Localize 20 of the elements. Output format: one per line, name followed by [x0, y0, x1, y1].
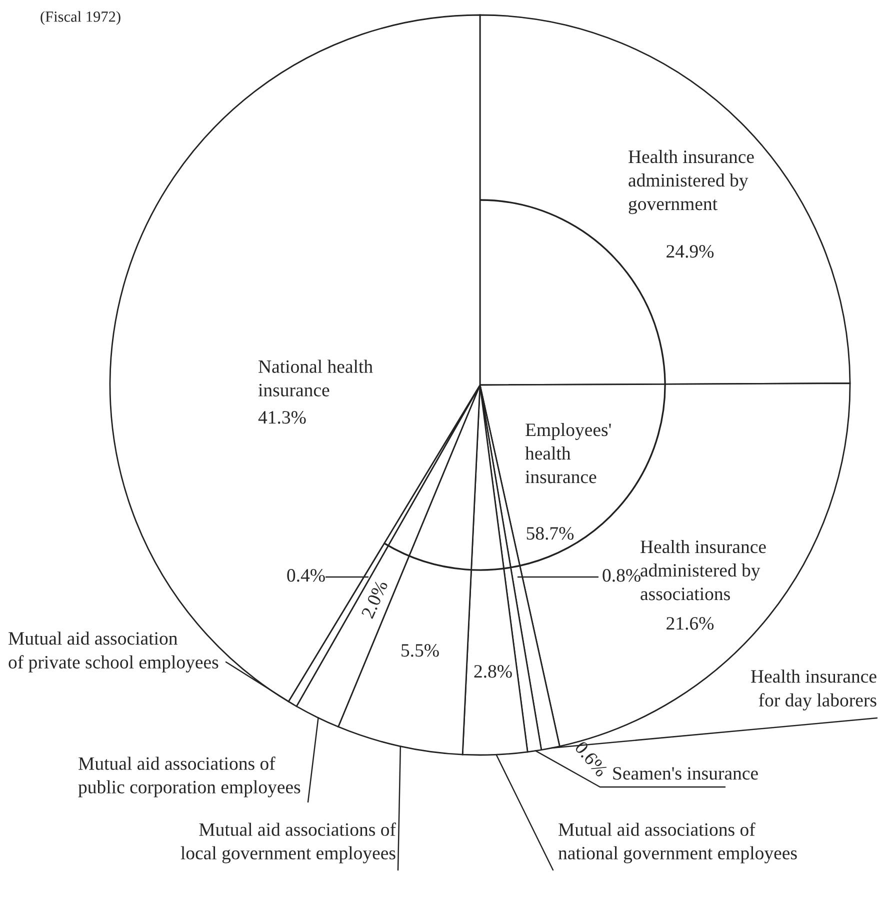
chart-title: (Fiscal 1972)	[40, 11, 120, 25]
slice-label: Seamen's insurance	[613, 767, 758, 780]
slice-label: Mutual aid associations of national government employees	[558, 822, 797, 864]
slice-label: Mutual aid associations of local government employees	[180, 822, 396, 864]
text: 58.7%	[526, 527, 574, 540]
slice-label: Mutual aid associations of public corporation employees	[78, 756, 300, 798]
data-label: 21.6%	[666, 617, 714, 630]
slice-label: Health insurance for day laborers	[751, 670, 876, 710]
data-label: 2.0%	[361, 580, 388, 620]
data-label: 5.5%	[402, 644, 439, 657]
text: Employees' health insurance	[525, 422, 611, 484]
data-label: 41.3%	[258, 411, 306, 424]
slice-label: National health insurance	[258, 360, 373, 396]
slice-label: Mutual aid association of private school employees	[8, 632, 218, 672]
data-label: 0.4%	[287, 569, 325, 582]
data-label: 2.8%	[474, 665, 512, 678]
slice-label: Health insurance administered by associations	[640, 540, 766, 600]
data-label: 0.8%	[602, 569, 640, 582]
slice-label: Health insurance administered by government	[628, 150, 754, 214]
data-label: 24.9%	[666, 245, 714, 258]
